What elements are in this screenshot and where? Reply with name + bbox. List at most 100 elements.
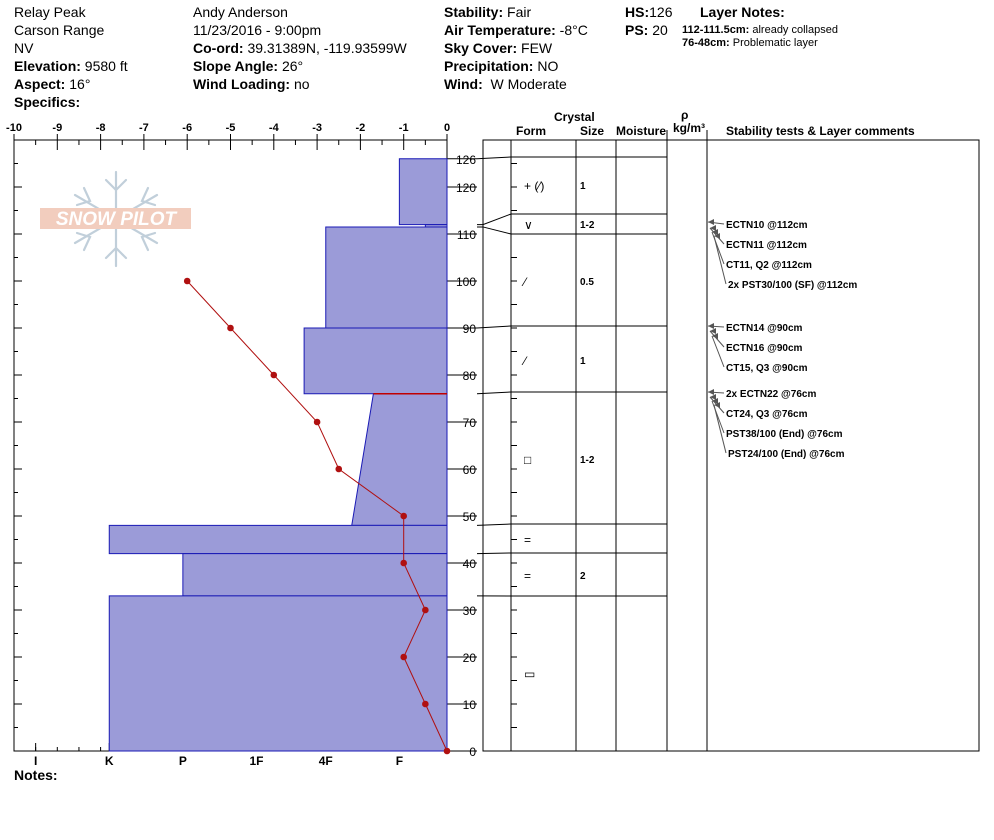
crystal-size: 0.5 bbox=[580, 277, 594, 288]
test-arrow bbox=[714, 233, 720, 239]
size-header: Size bbox=[580, 124, 605, 138]
hardness-layer bbox=[108, 524, 448, 555]
stability-value: Fair bbox=[507, 4, 532, 20]
depth-tick-label: 60 bbox=[463, 463, 477, 477]
stability-test: CT15, Q3 @90cm bbox=[726, 363, 808, 374]
temperature-point bbox=[400, 512, 408, 520]
precipitation: Precipitation: NO bbox=[444, 58, 558, 74]
logo-text: SNOW PILOT bbox=[56, 209, 178, 230]
temp-tick-label: -2 bbox=[356, 122, 366, 134]
stability: Stability: Fair bbox=[444, 4, 531, 20]
test-arrow bbox=[710, 328, 716, 334]
temperature-point bbox=[227, 324, 234, 332]
test-arrow bbox=[708, 323, 714, 329]
sky-cover: Sky Cover: FEW bbox=[444, 40, 552, 56]
hardness-tick-label: K bbox=[105, 754, 114, 768]
hardness-layer bbox=[182, 553, 448, 597]
stability-test: 2x ECTN22 @76cm bbox=[726, 389, 816, 400]
crystal-table-frame bbox=[482, 139, 980, 752]
stability-test: CT24, Q3 @76cm bbox=[726, 409, 808, 420]
temp-tick-label: 0 bbox=[444, 122, 450, 134]
depth-connector bbox=[477, 213, 512, 226]
stability-test: ECTN10 @112cm bbox=[726, 220, 808, 231]
test-leader bbox=[713, 235, 727, 285]
crystal-form: + (⁄) bbox=[524, 179, 544, 193]
layer-notes-label: Layer Notes: bbox=[700, 4, 785, 20]
test-arrow bbox=[714, 402, 720, 408]
crystal-size: 2 bbox=[580, 571, 586, 582]
temp-tick-label: -4 bbox=[269, 122, 280, 134]
temperature-point bbox=[400, 559, 408, 567]
temp-tick-label: -8 bbox=[96, 122, 106, 134]
ps: PS: 20 bbox=[625, 22, 668, 38]
sky-label: Sky Cover: bbox=[444, 40, 518, 56]
test-arrow bbox=[708, 389, 714, 395]
temp-tick-label: -3 bbox=[312, 122, 322, 134]
logo-banner bbox=[40, 208, 191, 229]
depth-connector bbox=[476, 552, 512, 555]
hs: HS:126 bbox=[625, 4, 672, 20]
aspect-value: 16° bbox=[69, 76, 91, 92]
air-temperature: Air Temperature: -8°C bbox=[444, 22, 588, 38]
precip-label: Precipitation: bbox=[444, 58, 534, 74]
precip-value: NO bbox=[537, 58, 559, 74]
depth-tick-label: 30 bbox=[463, 604, 477, 618]
depth-tick-label: 40 bbox=[463, 557, 477, 571]
test-arrow bbox=[712, 229, 718, 235]
depth-connector bbox=[477, 226, 512, 235]
hardness-layer bbox=[398, 158, 448, 226]
temp-tick-label: -10 bbox=[6, 122, 22, 134]
crystal-form: □ bbox=[524, 453, 531, 467]
layer-note-1: 112-111.5cm: already collapsed bbox=[682, 24, 838, 37]
stability-test: ECTN11 @112cm bbox=[726, 240, 807, 251]
wind-value: W Moderate bbox=[490, 76, 567, 92]
hardness-tick-label: P bbox=[179, 754, 187, 768]
specifics-label: Specifics: bbox=[14, 94, 81, 110]
stability-test: PST24/100 (End) @76cm bbox=[728, 449, 845, 460]
layer-note-2-text: Problematic layer bbox=[732, 37, 818, 49]
layer-note-1-text: already collapsed bbox=[752, 24, 838, 36]
comments-header: Stability tests & Layer comments bbox=[726, 124, 915, 138]
test-arrow bbox=[710, 225, 716, 231]
coord-label: Co-ord: bbox=[193, 40, 244, 56]
temp-tick-label: -9 bbox=[52, 122, 62, 134]
wind-loading-value: no bbox=[293, 76, 310, 92]
temp-tick-label: -7 bbox=[139, 122, 149, 134]
coordinates: Co-ord: 39.31389N, -119.93599W bbox=[193, 40, 407, 56]
depth-tick-label: 120 bbox=[456, 181, 476, 195]
hardness-tick-label: 1F bbox=[249, 754, 263, 768]
hardness-tick-label: I bbox=[34, 754, 37, 768]
depth-connector bbox=[476, 325, 512, 329]
hardness-layer bbox=[351, 393, 448, 526]
slope-value: 26° bbox=[281, 58, 304, 74]
location: Relay Peak bbox=[14, 4, 86, 20]
rho-header: ρ bbox=[681, 108, 689, 122]
depth-tick-label: 0 bbox=[469, 745, 476, 759]
test-arrow bbox=[708, 219, 714, 225]
coord-value: 39.31389N, -119.93599W bbox=[247, 40, 407, 56]
crystal-size: 1-2 bbox=[580, 220, 595, 231]
stability-test: ECTN16 @90cm bbox=[726, 343, 803, 354]
layer-note-1-range: 112-111.5cm: bbox=[682, 24, 750, 36]
ps-value: 20 bbox=[652, 22, 668, 38]
wind-loading-label: Wind Loading: bbox=[193, 76, 291, 92]
stability-label: Stability: bbox=[444, 4, 504, 20]
layer-note-2: 76-48cm: Problematic layer bbox=[682, 37, 818, 50]
crystal-size: 1 bbox=[580, 356, 586, 367]
snowpilot-logo: SNOW PILOT bbox=[40, 170, 191, 268]
test-leader bbox=[713, 404, 727, 454]
temperature-point bbox=[313, 418, 321, 426]
crystal-form: = bbox=[524, 533, 531, 547]
test-arrow bbox=[712, 333, 718, 339]
wind-label: Wind: bbox=[444, 76, 483, 92]
temp-tick-label: -1 bbox=[399, 122, 409, 134]
sky-value: FEW bbox=[521, 40, 553, 56]
density-header: kg/m³ bbox=[673, 121, 706, 135]
form-header: Form bbox=[516, 124, 546, 138]
depth-tick-label: 90 bbox=[463, 322, 477, 336]
temperature-point bbox=[422, 606, 429, 614]
wind: Wind: W Moderate bbox=[444, 76, 567, 92]
crystal-size: 1 bbox=[580, 181, 586, 192]
notes-label: Notes: bbox=[14, 767, 58, 783]
